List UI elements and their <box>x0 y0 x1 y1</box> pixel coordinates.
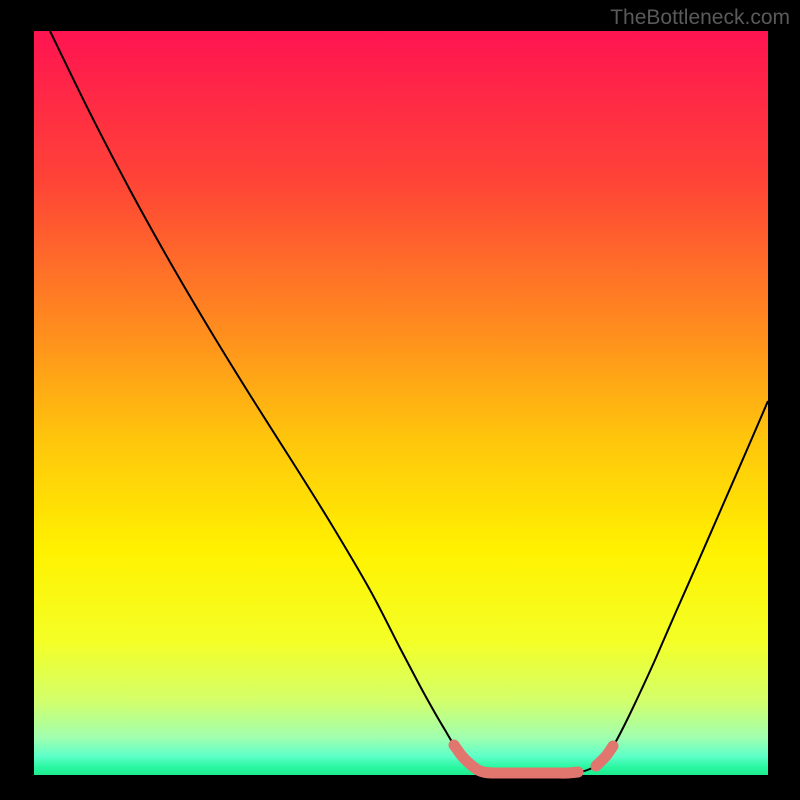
bottleneck-chart <box>0 0 800 800</box>
watermark-text: TheBottleneck.com <box>610 6 790 30</box>
chart-container: TheBottleneck.com <box>0 0 800 800</box>
plot-background <box>34 31 768 775</box>
